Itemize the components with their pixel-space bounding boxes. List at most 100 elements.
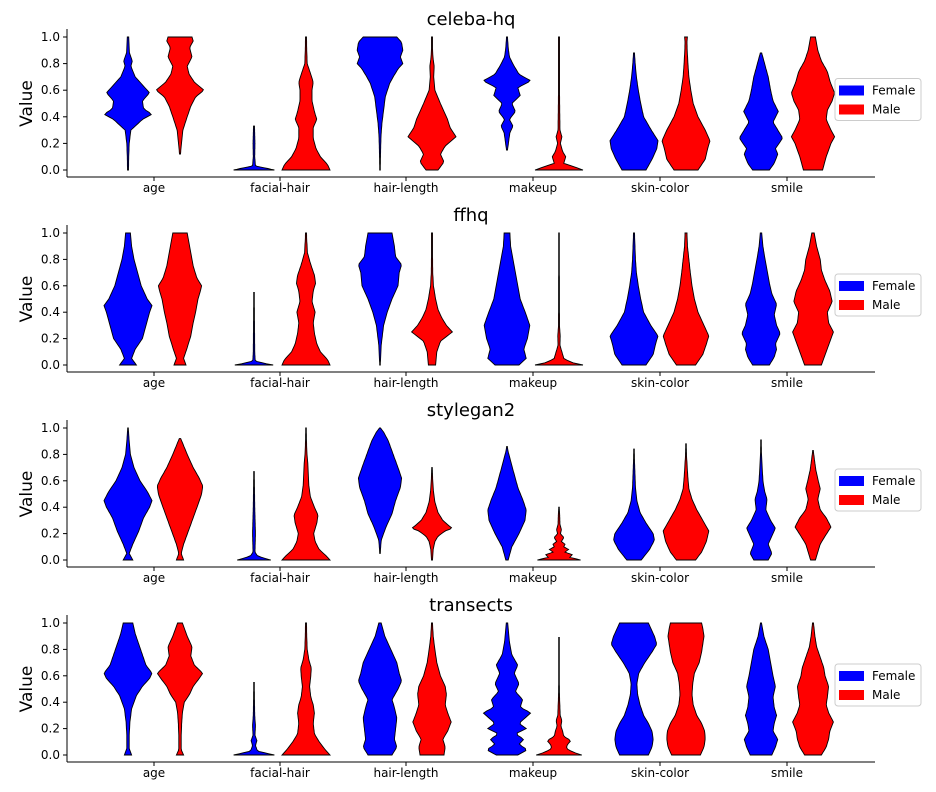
y-tick-label: 0.2 <box>41 332 60 346</box>
violin-male-smile <box>794 449 832 561</box>
x-tick-label: makeup <box>509 376 557 390</box>
violin-male-hair-length <box>412 622 452 756</box>
x-tick-label: age <box>143 571 165 585</box>
y-tick-label: 0.4 <box>41 695 60 709</box>
violin-female-smile <box>746 439 776 561</box>
violin-male-facial-hair <box>280 427 332 561</box>
x-tick-label: facial-hair <box>250 376 310 390</box>
violin-female-skin-color <box>613 448 655 561</box>
y-tick-label: 1.0 <box>41 226 60 240</box>
violin-female-makeup <box>482 622 532 756</box>
panel-ffhq: ffhq Value 0.0 0.2 0.4 0.6 0.8 1.0 age facial-hai… <box>17 205 922 390</box>
y-tick-label: 0.4 <box>41 110 60 124</box>
legend-label-female: Female <box>872 474 915 488</box>
y-tick-label: 1.0 <box>41 616 60 630</box>
violin-female-makeup <box>483 232 531 366</box>
y-tick-label: 0.0 <box>41 358 60 372</box>
violin-male-age <box>156 438 204 561</box>
x-tick-label: skin-color <box>631 766 689 780</box>
legend-swatch-female <box>839 476 864 486</box>
y-tick-label: 0.6 <box>41 669 60 683</box>
violin-male-hair-length <box>407 36 457 171</box>
legend-swatch-male <box>839 300 864 310</box>
panel-stylegan2: stylegan2 Value 0.0 0.2 0.4 0.6 0.8 1.0 age facia… <box>17 400 922 585</box>
violin-female-hair-length <box>358 622 402 756</box>
y-tick-label: 0.8 <box>41 642 60 656</box>
violin-female-facial-hair <box>237 471 271 561</box>
y-tick-label: 0.8 <box>41 57 60 71</box>
legend-label-male: Male <box>872 688 900 702</box>
legend-label-male: Male <box>872 298 900 312</box>
violin-female-skin-color <box>609 52 659 171</box>
x-tick-label: smile <box>771 181 803 195</box>
y-tick-label: 0.2 <box>41 722 60 736</box>
violin-female-facial-hair <box>233 125 275 171</box>
y-tick-label: 0.6 <box>41 83 60 97</box>
violin-male-hair-length <box>411 467 453 561</box>
y-tick-label: 0.8 <box>41 447 60 461</box>
y-tick-label: 0.0 <box>41 553 60 567</box>
y-tick-label: 0.6 <box>41 474 60 488</box>
violin-male-age <box>157 232 203 366</box>
violin-female-smile <box>739 52 783 171</box>
violin-female-hair-length <box>358 232 402 366</box>
y-axis-label: Value <box>17 471 37 518</box>
legend-swatch-male <box>839 495 864 505</box>
violin-female-age <box>103 622 153 756</box>
y-tick-label: 1.0 <box>41 30 60 44</box>
violin-male-makeup <box>537 506 581 561</box>
y-tick-label: 0.2 <box>41 136 60 150</box>
panel-title: stylegan2 <box>427 400 515 421</box>
panel-transects: transects Value 0.0 0.2 0.4 0.6 0.8 1.0 age facia… <box>17 595 922 780</box>
x-tick-label: smile <box>771 376 803 390</box>
x-tick-label: hair-length <box>373 376 438 390</box>
violin-female-hair-length <box>357 427 403 554</box>
violin-male-smile <box>790 36 836 171</box>
violin-male-age <box>156 622 204 756</box>
violin-female-makeup <box>487 446 527 561</box>
violin-female-makeup <box>483 36 531 151</box>
violin-female-hair-length <box>356 36 404 171</box>
legend-label-male: Male <box>872 103 900 117</box>
violin-male-facial-hair <box>281 232 331 366</box>
violin-female-facial-hair <box>234 291 274 366</box>
violin-female-age <box>103 427 153 561</box>
y-tick-label: 0.0 <box>41 748 60 762</box>
violin-male-smile <box>792 232 834 366</box>
panel-title: ffhq <box>453 205 488 226</box>
panel-title: transects <box>429 595 513 616</box>
y-tick-label: 0.0 <box>41 163 60 177</box>
violin-male-makeup <box>536 637 582 756</box>
violin-female-age <box>103 232 153 366</box>
y-axis-label: Value <box>17 666 37 713</box>
y-tick-label: 0.8 <box>41 252 60 266</box>
violin-male-skin-color <box>661 36 711 171</box>
y-tick-label: 0.6 <box>41 279 60 293</box>
violin-male-facial-hair <box>281 36 331 171</box>
violin-female-skin-color <box>609 232 659 366</box>
x-tick-label: skin-color <box>631 181 689 195</box>
x-tick-label: smile <box>771 766 803 780</box>
panel-celeba-hq: celeba-hq Value 0.0 0.2 0.4 0.6 0.8 1.0 age facia… <box>17 9 922 195</box>
violin-female-smile <box>743 622 779 756</box>
legend-label-female: Female <box>872 84 915 98</box>
panel-title: celeba-hq <box>427 9 516 30</box>
violin-male-age <box>156 36 204 155</box>
violin-male-makeup <box>534 36 584 171</box>
x-tick-label: makeup <box>509 181 557 195</box>
x-tick-label: hair-length <box>373 181 438 195</box>
legend-swatch-female <box>839 85 864 96</box>
legend-swatch-female <box>839 671 864 681</box>
x-tick-label: smile <box>771 571 803 585</box>
legend-label-male: Male <box>872 493 900 507</box>
legend-swatch-female <box>839 281 864 291</box>
x-tick-label: makeup <box>509 571 557 585</box>
x-tick-label: age <box>143 181 165 195</box>
violin-male-smile <box>792 622 834 756</box>
legend-swatch-male <box>839 690 864 700</box>
violin-male-skin-color <box>662 232 710 366</box>
violin-female-facial-hair <box>233 681 275 756</box>
y-tick-label: 0.4 <box>41 305 60 319</box>
legend-label-female: Female <box>872 279 915 293</box>
x-tick-label: hair-length <box>373 766 438 780</box>
